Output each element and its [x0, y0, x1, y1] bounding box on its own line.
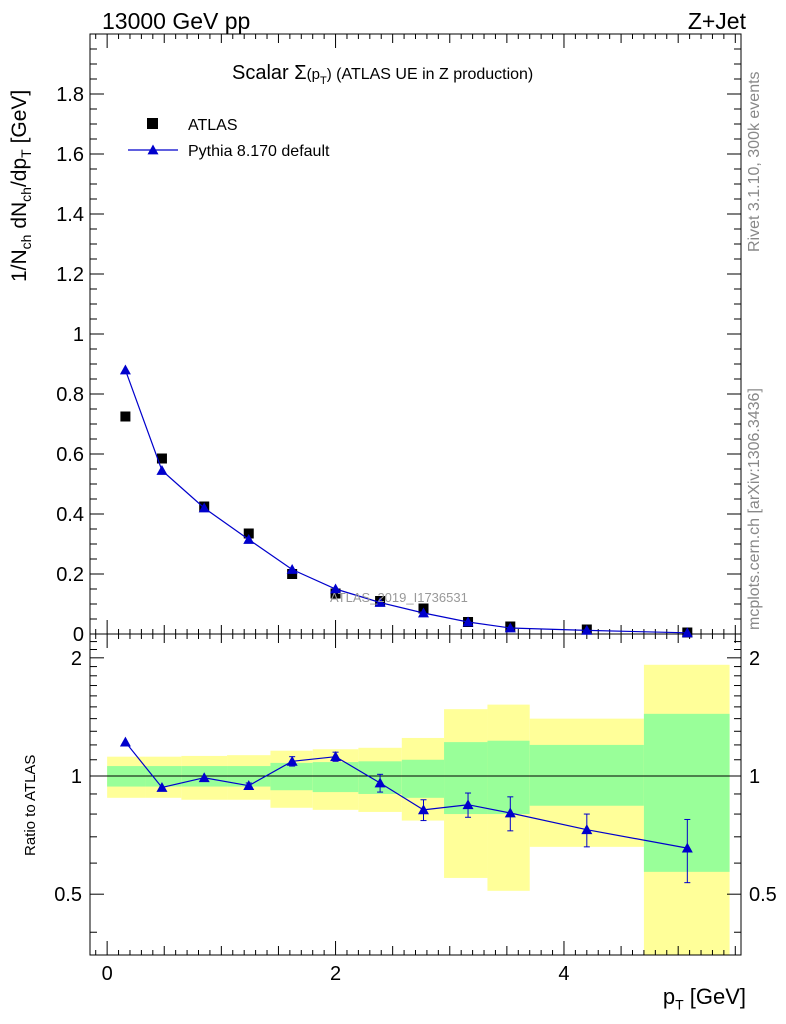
- x-axis-label: pT [GeV]: [662, 984, 746, 1013]
- pythia-ratio-point: [198, 772, 210, 783]
- y-tick-label: 0: [73, 624, 84, 646]
- pythia-point: [504, 622, 516, 633]
- ratio-tick-label-right: 2: [749, 648, 760, 670]
- ratio-band-inner: [529, 744, 644, 806]
- y-axis-label: 1/Nch dNch/dpT [GeV]: [8, 89, 35, 282]
- pythia-ratio-point: [374, 777, 386, 788]
- pythia-ratio-point: [119, 736, 131, 747]
- ratio-uncertainty-bands: [107, 664, 730, 955]
- pythia-point: [581, 624, 593, 635]
- x-tick-label: 0: [102, 963, 113, 985]
- legend-pythia-label: Pythia 8.170 default: [188, 143, 330, 160]
- pythia-ratio-point: [581, 824, 593, 835]
- y-tick-label: 0.8: [56, 384, 84, 406]
- legend-atlas-label: ATLAS: [188, 117, 238, 134]
- ratio-tick-label-left: 1: [71, 766, 82, 788]
- y-tick-label: 0.2: [56, 564, 84, 586]
- y-tick-label: 1.8: [56, 84, 84, 106]
- atlas-data-point: [287, 569, 298, 579]
- y-tick-label: 1.6: [56, 144, 84, 166]
- y-tick-label: 0.4: [56, 504, 84, 526]
- pythia-ratio-point: [462, 799, 474, 810]
- header-energy-label: 13000 GeV pp: [102, 8, 251, 34]
- pythia-ratio-point: [243, 780, 255, 791]
- y-tick-label: 1: [73, 324, 84, 346]
- ratio-band-inner: [270, 762, 313, 791]
- pythia-point: [286, 564, 298, 574]
- pythia-point: [417, 607, 429, 618]
- pythia-ratio-point: [681, 842, 693, 853]
- legend-atlas-marker: [147, 118, 158, 129]
- ratio-band-inner: [487, 740, 530, 815]
- atlas-data-point: [156, 453, 167, 464]
- ratio-band-inner: [312, 762, 359, 793]
- pythia-ratio-point: [417, 804, 429, 815]
- pythia-curve-line: [124, 369, 688, 634]
- pythia-point: [681, 627, 693, 638]
- pythia-point: [119, 364, 131, 375]
- axis-ticks: 00.20.40.60.811.21.41.61.80 2 40.5 0.51 12 2: [54, 34, 777, 985]
- analysis-watermark: ATLAS_2019_I1736531: [330, 590, 468, 605]
- pythia-point: [156, 465, 168, 475]
- plot-title: Scalar Σ(pT) (ATLAS UE in Z production): [232, 62, 534, 87]
- header-process-label: Z+Jet: [687, 8, 746, 34]
- y-tick-label: 1.2: [56, 264, 84, 286]
- ratio-tick-label-right: 0.5: [749, 884, 777, 906]
- pythia-ratio-point: [504, 807, 516, 818]
- y-tick-label: 1.4: [56, 204, 84, 226]
- pythia-ratio-point: [156, 781, 168, 792]
- mcplots-source-note: mcplots.cern.ch [arXiv:1306.3436]: [746, 388, 763, 630]
- pythia-point: [198, 502, 210, 513]
- pythia-ratio-point: [286, 755, 298, 766]
- pythia-ratio-point: [330, 751, 342, 762]
- pythia-point: [374, 597, 386, 607]
- x-tick-label: 2: [330, 963, 341, 985]
- ratio-tick-label-right: 1: [749, 766, 760, 788]
- y-tick-label: 0.6: [56, 444, 84, 466]
- atlas-data-point: [330, 588, 341, 599]
- legend-pythia-marker: [147, 144, 159, 155]
- pythia-point: [462, 616, 474, 627]
- ratio-tick-label-left: 2: [71, 648, 82, 670]
- pythia-point: [330, 583, 342, 594]
- ratio-tick-label-left: 0.5: [54, 884, 82, 906]
- x-tick-label: 4: [558, 963, 569, 985]
- atlas-data-point: [120, 411, 131, 422]
- ratio-band-inner: [401, 759, 445, 798]
- pythia-point: [243, 534, 255, 544]
- rivet-version-note: Rivet 3.1.10, 300k events: [746, 71, 763, 252]
- pythia-ratio-line: [124, 741, 688, 849]
- data-series: [119, 364, 693, 884]
- atlas-data-point: [243, 528, 254, 539]
- ratio-band-inner: [444, 742, 488, 815]
- legend: ATLAS Pythia 8.170 default: [128, 117, 330, 160]
- ratio-y-axis-label: Ratio to ATLAS: [22, 754, 39, 856]
